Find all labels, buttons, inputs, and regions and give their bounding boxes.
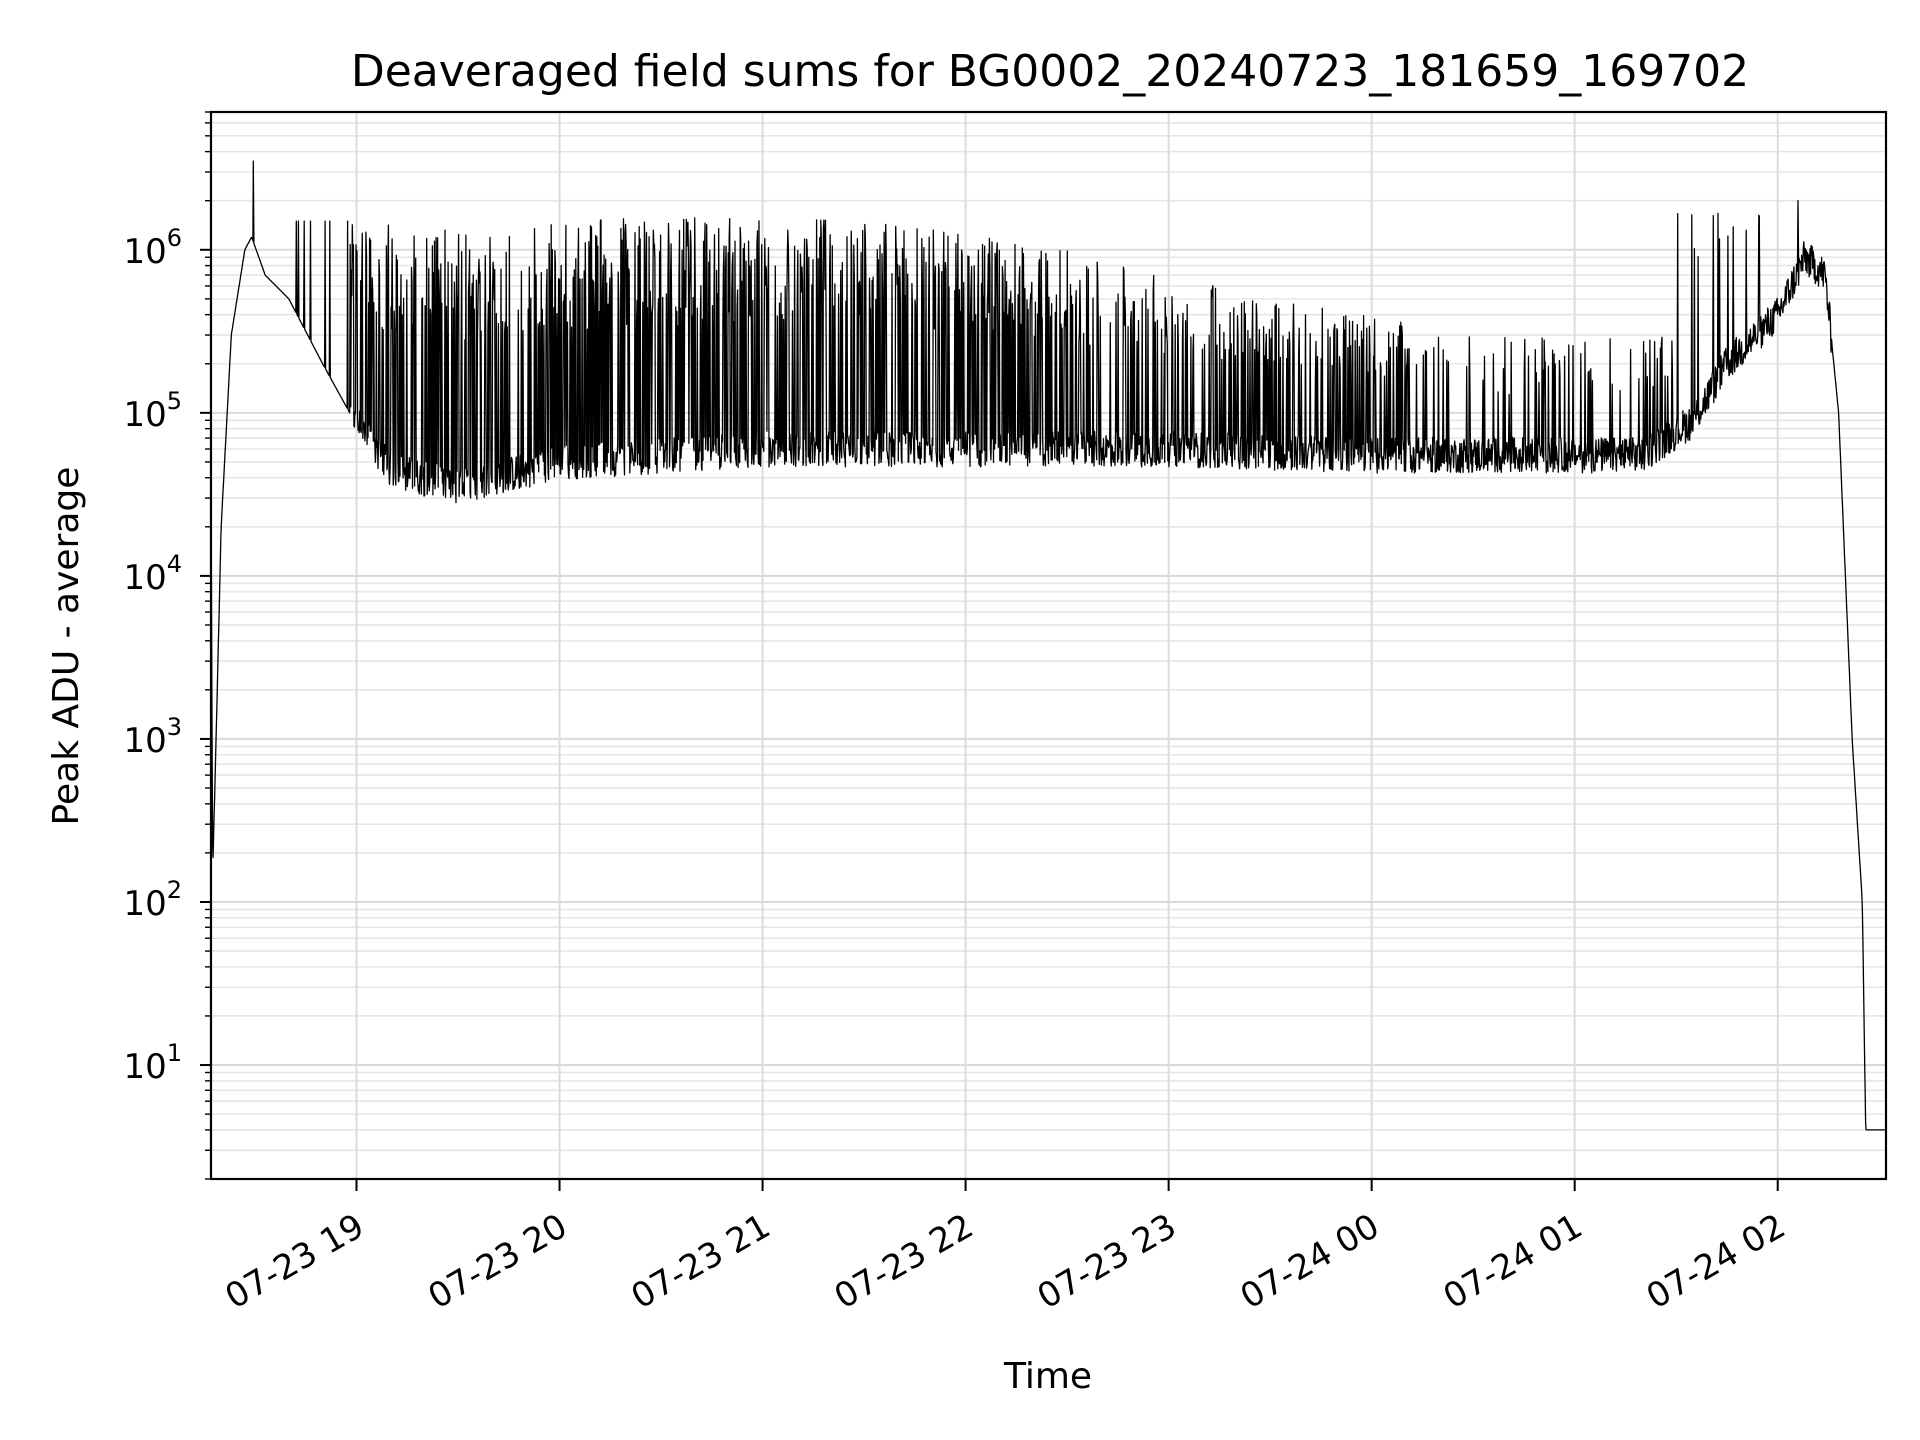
x-tick-label: 07-23 21 xyxy=(625,1206,777,1317)
y-tick-label: 102 xyxy=(123,876,182,924)
x-tick-label: 07-23 19 xyxy=(219,1206,371,1317)
y-tick-label-exponent: 2 xyxy=(167,876,182,904)
y-tick-label-exponent: 5 xyxy=(167,387,182,415)
y-tick-label-base: 10 xyxy=(123,232,166,272)
y-tick-label: 106 xyxy=(123,224,182,272)
y-tick-label: 105 xyxy=(123,387,182,435)
y-tick-label-base: 10 xyxy=(123,721,166,761)
x-tick-label: 07-23 23 xyxy=(1031,1206,1183,1317)
y-tick-label-exponent: 1 xyxy=(167,1039,182,1067)
y-tick-label-base: 10 xyxy=(123,558,166,598)
x-tick-label: 07-24 01 xyxy=(1437,1206,1589,1317)
y-tick-label-exponent: 6 xyxy=(167,224,182,252)
x-tick-label: 07-24 00 xyxy=(1234,1206,1386,1317)
x-axis: 07-23 19 07-23 20 07-23 21 07-23 22 07-23 23… xyxy=(219,1179,1792,1317)
y-tick-label: 104 xyxy=(123,550,182,598)
y-tick-label-base: 10 xyxy=(123,1047,166,1087)
series-layer xyxy=(211,160,1886,1131)
y-axis-label: Peak ADU - average xyxy=(46,467,87,826)
plot-frame xyxy=(209,110,1888,1181)
y-tick-label: 101 xyxy=(123,1039,182,1087)
chart-title: Deaveraged field sums for BG0002_2024072… xyxy=(351,46,1749,97)
y-tick-label-base: 10 xyxy=(123,395,166,435)
series-line xyxy=(211,160,1886,1131)
y-tick-label-exponent: 4 xyxy=(167,550,182,578)
x-axis-label: Time xyxy=(1003,1356,1092,1397)
y-tick-label: 103 xyxy=(123,713,182,761)
x-tick-label: 07-24 02 xyxy=(1640,1206,1792,1317)
y-tick-label-exponent: 3 xyxy=(167,713,182,741)
x-tick-label: 07-23 22 xyxy=(828,1206,980,1317)
y-tick-label-base: 10 xyxy=(123,884,166,924)
x-tick-label: 07-23 20 xyxy=(422,1206,574,1317)
